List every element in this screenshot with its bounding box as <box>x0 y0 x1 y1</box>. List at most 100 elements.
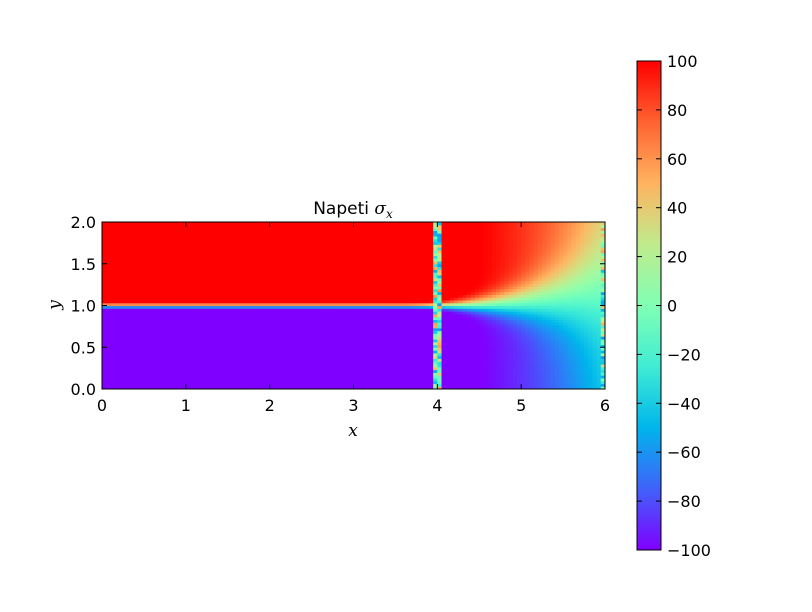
heatmap-cell <box>143 327 149 332</box>
heatmap-cell <box>160 380 166 385</box>
heatmap-cell <box>449 355 455 359</box>
heatmap-cell <box>156 280 162 284</box>
heatmap-cell <box>336 230 342 234</box>
heatmap-cell <box>156 288 162 293</box>
heatmap-cell <box>424 280 430 284</box>
heatmap-cell <box>240 260 246 265</box>
heatmap-cell <box>311 366 317 371</box>
heatmap-cell <box>399 244 405 248</box>
heatmap-cell <box>273 372 279 376</box>
heatmap-cell <box>127 377 132 382</box>
heatmap-cell <box>407 260 413 265</box>
heatmap-cell <box>265 235 271 240</box>
heatmap-cell <box>311 233 317 237</box>
heatmap-cell <box>315 358 321 362</box>
heatmap-cell <box>324 369 329 373</box>
heatmap-cell <box>437 294 443 298</box>
heatmap-cell <box>173 386 179 389</box>
heatmap-cell <box>227 341 233 346</box>
heatmap-cell <box>407 366 413 371</box>
heatmap-cell <box>319 319 325 323</box>
heatmap-cell <box>194 344 200 348</box>
heatmap-cell <box>143 269 149 273</box>
heatmap-cell <box>227 255 233 259</box>
heatmap-cell <box>227 280 233 284</box>
heatmap-cell <box>190 386 195 389</box>
heatmap-cell <box>152 249 158 254</box>
heatmap-cell <box>311 299 317 304</box>
heatmap-cell <box>231 286 237 290</box>
heatmap-cell <box>110 280 116 284</box>
heatmap-cell <box>122 324 128 329</box>
heatmap-cell <box>198 286 204 290</box>
heatmap-cell <box>387 277 392 282</box>
heatmap-cell <box>261 372 267 376</box>
heatmap-cell <box>428 324 434 329</box>
heatmap-cell <box>210 355 216 359</box>
heatmap-cell <box>382 224 388 229</box>
heatmap-cell <box>190 319 195 323</box>
heatmap-cell <box>278 324 283 329</box>
heatmap-cell <box>135 308 141 312</box>
heatmap-cell <box>366 330 371 334</box>
heatmap-cell <box>215 372 220 376</box>
heatmap-cell <box>349 363 355 368</box>
heatmap-cell <box>202 341 208 346</box>
heatmap-cell <box>315 352 321 357</box>
heatmap-cell <box>198 313 204 318</box>
heatmap-cell <box>307 352 313 357</box>
heatmap-cell <box>332 277 338 282</box>
heatmap-cell <box>169 291 174 295</box>
heatmap-cell <box>122 224 128 229</box>
heatmap-cell <box>282 361 288 365</box>
heatmap-cell <box>420 283 426 287</box>
heatmap-cell <box>181 322 187 326</box>
heatmap-cell <box>156 258 162 262</box>
heatmap-cell <box>215 380 220 385</box>
heatmap-cell <box>412 319 417 323</box>
heatmap-cell <box>114 316 120 321</box>
heatmap-cell <box>290 266 296 270</box>
heatmap-cell <box>152 366 158 371</box>
heatmap-cell <box>299 227 304 231</box>
heatmap-cell <box>148 322 153 326</box>
heatmap-cell <box>366 347 371 351</box>
heatmap-cell <box>366 372 371 376</box>
heatmap-cell <box>223 330 229 334</box>
heatmap-cell <box>173 347 179 351</box>
heatmap-cell <box>282 366 288 371</box>
heatmap-cell <box>378 344 384 348</box>
heatmap-cell <box>223 291 229 295</box>
heatmap-cell <box>185 383 191 387</box>
heatmap-cell <box>122 288 128 293</box>
heatmap-cell <box>349 263 355 268</box>
heatmap-cell <box>190 361 195 365</box>
heatmap-cell <box>177 286 183 290</box>
heatmap-cell <box>412 241 417 245</box>
heatmap-cell <box>122 366 128 371</box>
heatmap-cell <box>282 377 288 382</box>
heatmap-cell <box>437 286 443 290</box>
heatmap-cell <box>382 305 388 309</box>
heatmap-cell <box>387 297 392 301</box>
heatmap-cell <box>378 244 384 248</box>
heatmap-cell <box>206 274 212 279</box>
heatmap-cell <box>340 369 346 373</box>
heatmap-cell <box>219 338 225 343</box>
heatmap-cell <box>449 363 455 368</box>
heatmap-cell <box>110 311 116 315</box>
heatmap-cell <box>420 386 426 389</box>
heatmap-cell <box>122 322 128 326</box>
heatmap-cell <box>261 330 267 334</box>
heatmap-cell <box>299 294 304 298</box>
heatmap-cell <box>252 255 258 259</box>
heatmap-cell <box>399 369 405 373</box>
heatmap-cell <box>324 363 329 368</box>
heatmap-cell <box>156 319 162 323</box>
heatmap-cell <box>257 286 262 290</box>
heatmap-cell <box>437 383 443 387</box>
heatmap-cell <box>252 283 258 287</box>
heatmap-cell <box>420 316 426 321</box>
heatmap-cell <box>164 316 170 321</box>
heatmap-cell <box>382 319 388 323</box>
